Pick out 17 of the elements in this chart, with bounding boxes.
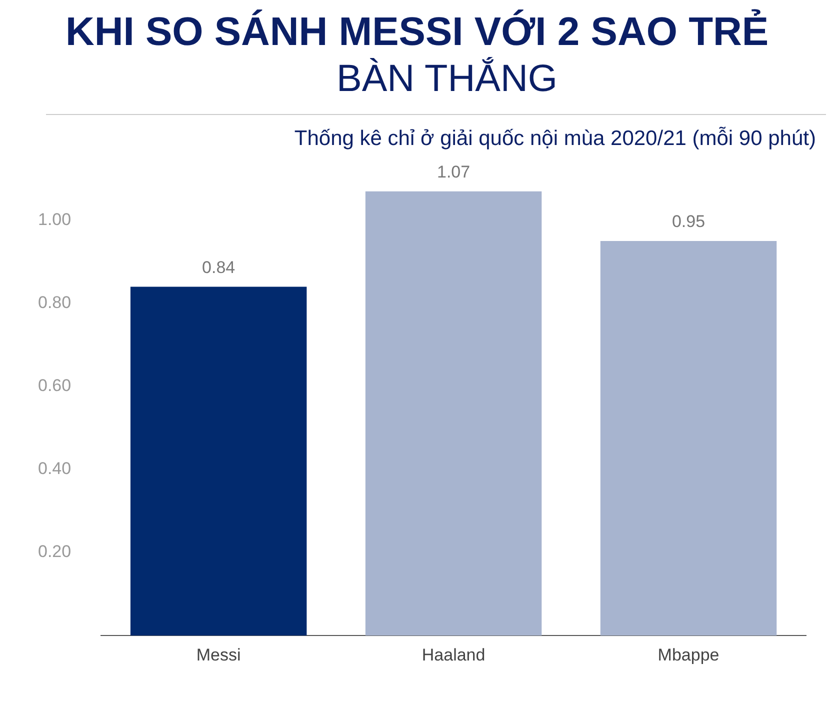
y-tick-label: 0.60 bbox=[38, 376, 72, 396]
y-tick-label: 0.20 bbox=[38, 542, 72, 562]
y-tick-label: 0.40 bbox=[38, 459, 72, 478]
bar bbox=[130, 286, 307, 636]
data-label: 0.95 bbox=[672, 212, 706, 232]
text: Thống kê chỉ ở giải quốc nội mùa 2020/21 (mỗi 90 phút) bbox=[293, 127, 816, 151]
bar bbox=[600, 241, 777, 636]
chart-subtitle: BÀN THẮNG bbox=[335, 56, 558, 102]
x-tick-label: Haaland bbox=[422, 645, 486, 664]
data-label: 1.07 bbox=[436, 162, 470, 182]
x-tick-label: Mbappe bbox=[658, 645, 720, 664]
y-tick-label: 0.80 bbox=[38, 293, 72, 312]
y-tick-label: 1.00 bbox=[38, 210, 72, 229]
x-tick-label: Messi bbox=[196, 645, 241, 664]
bar bbox=[365, 191, 542, 636]
chart-title: KHI SO SÁNH MESSI VỚI 2 SAO TRẺ bbox=[64, 8, 770, 56]
data-label: 0.84 bbox=[202, 258, 236, 277]
